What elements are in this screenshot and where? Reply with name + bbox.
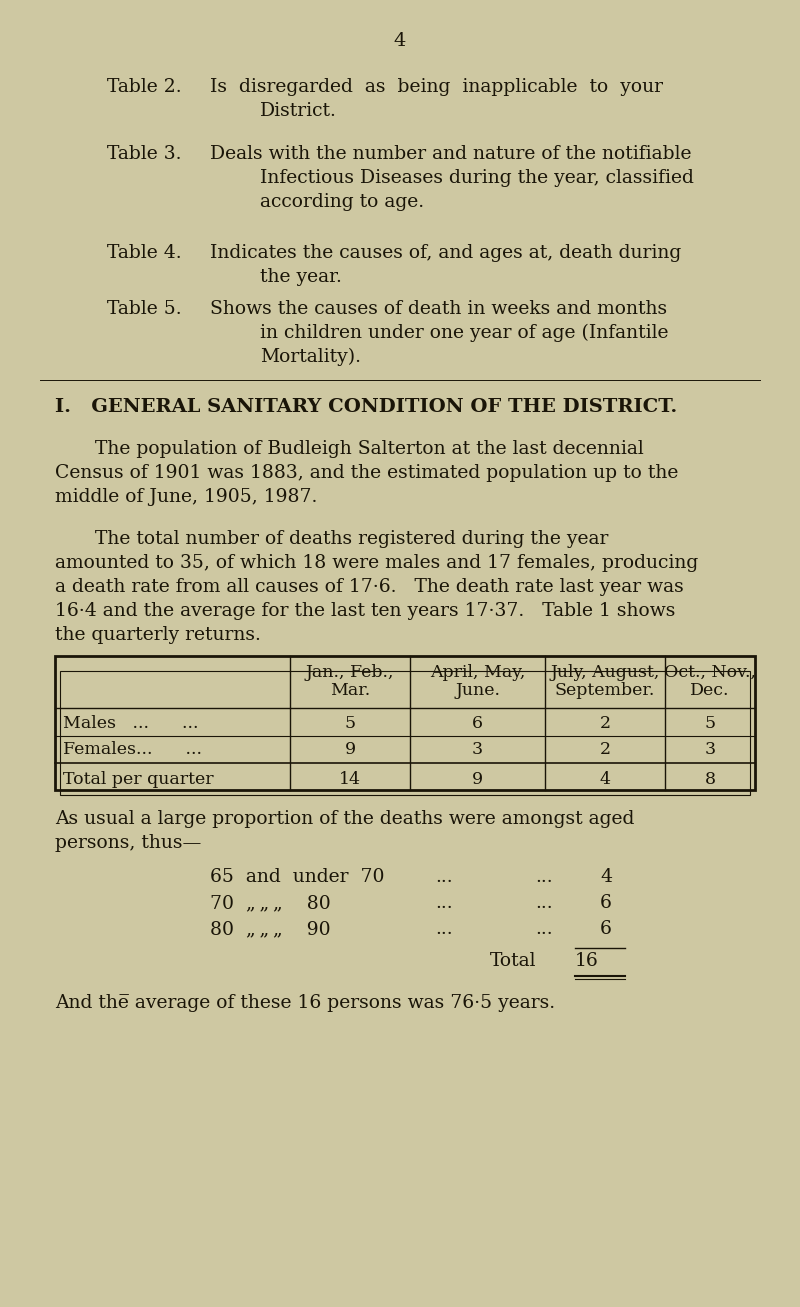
Bar [60, 670, 750, 795]
Text: And the̅ average of these 16 persons was 76·5 years.: And the̅ average of these 16 persons was… [55, 995, 555, 1012]
Text: Dec.: Dec. [690, 682, 730, 699]
Text: amounted to 35, of which 18 were males and 17 females, producing: amounted to 35, of which 18 were males a… [55, 554, 698, 572]
Text: Total per quarter: Total per quarter [63, 771, 214, 788]
Text: Indicates the causes of, and ages at, death during: Indicates the causes of, and ages at, de… [210, 244, 682, 261]
Text: according to age.: according to age. [260, 193, 424, 210]
Text: 80  „ „ „    90: 80 „ „ „ 90 [210, 920, 330, 938]
Text: 9: 9 [345, 741, 355, 758]
Text: As usual a large proportion of the deaths were amongst aged: As usual a large proportion of the death… [55, 810, 634, 829]
Text: 6: 6 [472, 715, 483, 732]
Text: the quarterly returns.: the quarterly returns. [55, 626, 261, 644]
Text: Total: Total [490, 951, 537, 970]
Text: Jan., Feb.,: Jan., Feb., [306, 664, 394, 681]
Bar [55, 656, 755, 789]
Text: ...: ... [435, 894, 453, 912]
Text: 5: 5 [345, 715, 355, 732]
Text: middle of June, 1905, 1987.: middle of June, 1905, 1987. [55, 488, 318, 506]
Text: 2: 2 [599, 741, 610, 758]
Text: Table 4.: Table 4. [107, 244, 182, 261]
Text: the year.: the year. [260, 268, 342, 286]
Text: persons, thus—: persons, thus— [55, 834, 202, 852]
Text: Table 3.: Table 3. [107, 145, 182, 163]
Text: 14: 14 [339, 771, 361, 788]
Text: I.   GENERAL SANITARY CONDITION OF THE DISTRICT.: I. GENERAL SANITARY CONDITION OF THE DIS… [55, 399, 678, 416]
Text: Deals with the number and nature of the notifiable: Deals with the number and nature of the … [210, 145, 691, 163]
Text: The population of Budleigh Salterton at the last decennial: The population of Budleigh Salterton at … [95, 440, 644, 457]
Text: 4: 4 [394, 31, 406, 50]
Text: Oct., Nov.,: Oct., Nov., [664, 664, 756, 681]
Text: Infectious Diseases during the year, classified: Infectious Diseases during the year, cla… [260, 169, 694, 187]
Text: 65  and  under  70: 65 and under 70 [210, 868, 385, 886]
Text: Shows the causes of death in weeks and months: Shows the causes of death in weeks and m… [210, 301, 667, 318]
Text: Mar.: Mar. [330, 682, 370, 699]
Text: Census of 1901 was 1883, and the estimated population up to the: Census of 1901 was 1883, and the estimat… [55, 464, 678, 482]
Text: ...: ... [435, 920, 453, 938]
Text: Is  disregarded  as  being  inapplicable  to  your: Is disregarded as being inapplicable to … [210, 78, 663, 95]
Text: 8: 8 [705, 771, 715, 788]
Text: a death rate from all causes of 17·6.   The death rate last year was: a death rate from all causes of 17·6. Th… [55, 578, 684, 596]
Text: District.: District. [260, 102, 337, 120]
Text: 3: 3 [472, 741, 483, 758]
Text: 2: 2 [599, 715, 610, 732]
Text: June.: June. [455, 682, 500, 699]
Text: Males   ...      ...: Males ... ... [63, 715, 198, 732]
Text: Mortality).: Mortality). [260, 348, 361, 366]
Text: 6: 6 [600, 920, 612, 938]
Text: The total number of deaths registered during the year: The total number of deaths registered du… [95, 531, 608, 548]
Text: 3: 3 [705, 741, 715, 758]
Text: in children under one year of age (Infantile: in children under one year of age (Infan… [260, 324, 669, 342]
Text: 4: 4 [600, 868, 612, 886]
Text: 6: 6 [600, 894, 612, 912]
Text: 5: 5 [705, 715, 715, 732]
Text: 16·4 and the average for the last ten years 17·37.   Table 1 shows: 16·4 and the average for the last ten ye… [55, 603, 675, 620]
Text: ...: ... [535, 868, 553, 886]
Text: 70  „ „ „    80: 70 „ „ „ 80 [210, 894, 330, 912]
Text: ...: ... [535, 894, 553, 912]
Text: Females...      ...: Females... ... [63, 741, 202, 758]
Text: July, August,: July, August, [550, 664, 660, 681]
Text: 4: 4 [599, 771, 610, 788]
Text: Table 5.: Table 5. [107, 301, 182, 318]
Text: Table 2.: Table 2. [107, 78, 182, 95]
Text: 16: 16 [575, 951, 598, 970]
Text: ...: ... [535, 920, 553, 938]
Text: ...: ... [435, 868, 453, 886]
Text: April, May,: April, May, [430, 664, 525, 681]
Text: 9: 9 [472, 771, 483, 788]
Text: September.: September. [555, 682, 655, 699]
